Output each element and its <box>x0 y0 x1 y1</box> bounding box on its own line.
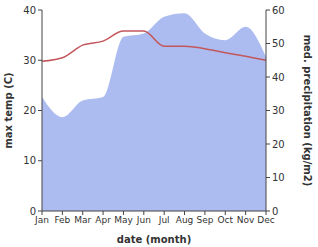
svg-text:May: May <box>114 215 133 225</box>
svg-text:Jan: Jan <box>34 215 49 225</box>
svg-text:40: 40 <box>23 5 36 16</box>
svg-text:Feb: Feb <box>54 215 70 225</box>
svg-text:50: 50 <box>272 38 285 49</box>
svg-text:Aug: Aug <box>176 215 194 225</box>
svg-text:Mar: Mar <box>74 215 91 225</box>
svg-text:20: 20 <box>23 105 36 116</box>
svg-text:Jun: Jun <box>136 215 151 225</box>
svg-text:date (month): date (month) <box>117 234 191 245</box>
svg-text:max temp (C): max temp (C) <box>3 72 14 148</box>
svg-text:40: 40 <box>272 72 285 83</box>
svg-text:0: 0 <box>30 206 36 217</box>
svg-text:Apr: Apr <box>95 215 111 225</box>
svg-text:med. precipitation (kg/m2): med. precipitation (kg/m2) <box>302 35 313 187</box>
svg-text:0: 0 <box>272 206 278 217</box>
svg-text:10: 10 <box>272 172 285 183</box>
svg-text:Sep: Sep <box>196 215 213 225</box>
svg-text:Nov: Nov <box>237 215 255 225</box>
svg-text:30: 30 <box>23 55 36 66</box>
svg-text:10: 10 <box>23 155 36 166</box>
svg-text:Dec: Dec <box>257 215 274 225</box>
svg-text:Jul: Jul <box>158 215 170 225</box>
svg-text:30: 30 <box>272 105 285 116</box>
svg-text:20: 20 <box>272 139 285 150</box>
svg-text:Oct: Oct <box>217 215 233 225</box>
svg-text:60: 60 <box>272 5 285 16</box>
